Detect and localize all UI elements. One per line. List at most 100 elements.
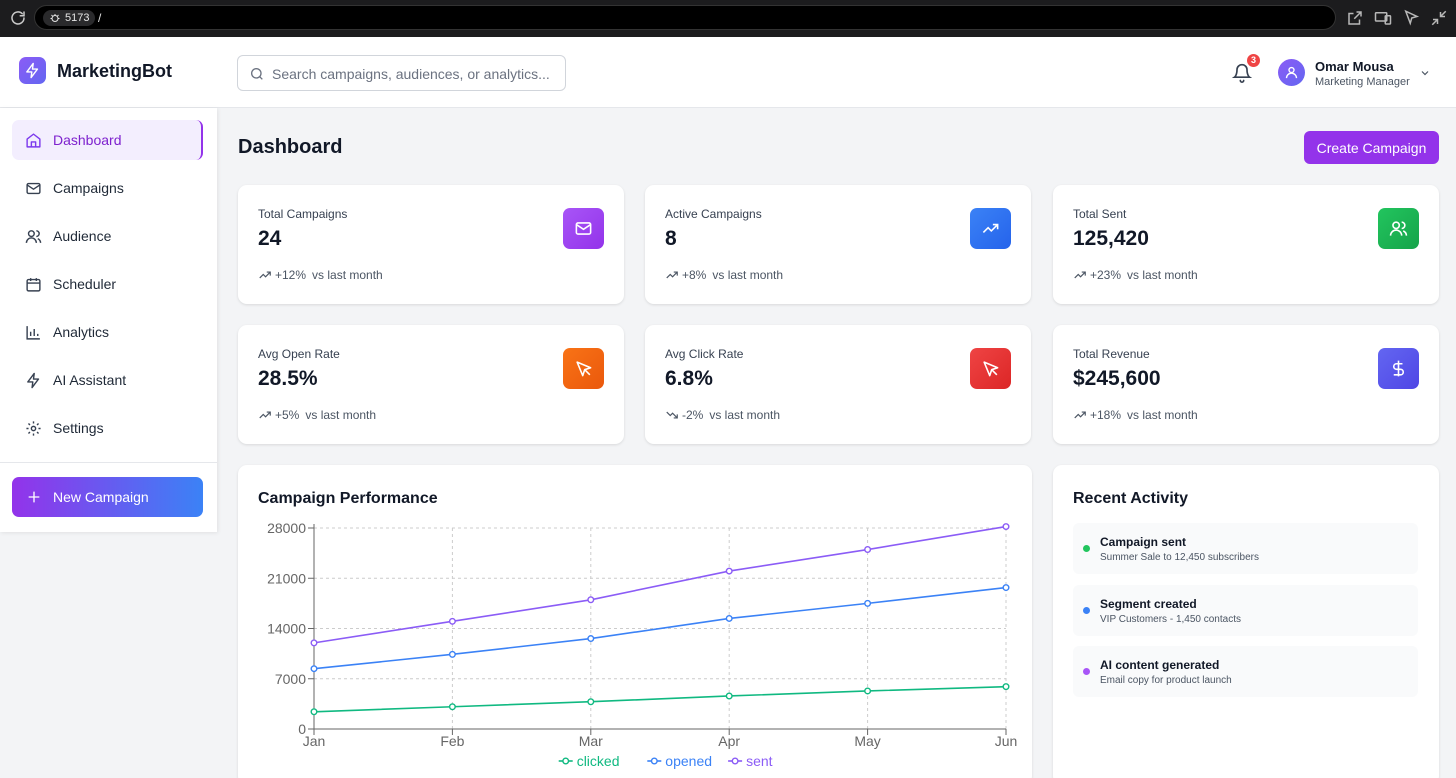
sidebar-item-audience[interactable]: Audience [12, 216, 203, 256]
stat-value: 125,420 [1073, 227, 1149, 250]
activity-title: Recent Activity [1073, 490, 1188, 507]
create-campaign-button[interactable]: Create Campaign [1304, 131, 1439, 164]
y-tick-label: 7000 [275, 671, 306, 687]
data-point-clicked [448, 703, 456, 711]
activity-dot [1083, 668, 1090, 675]
sidebar-item-label: Campaigns [53, 180, 124, 196]
x-tick-label: Feb [440, 733, 464, 749]
stat-icon-box [970, 208, 1011, 249]
stat-icon-box [1378, 208, 1419, 249]
data-point-opened [864, 599, 872, 607]
sidebar-item-ai-assistant[interactable]: AI Assistant [12, 360, 203, 400]
user-role: Marketing Manager [1315, 76, 1410, 88]
series-line-opened [313, 586, 1007, 670]
search-box[interactable] [237, 55, 566, 91]
x-tick-label: Apr [718, 733, 740, 749]
sidebar-item-settings[interactable]: Settings [12, 408, 203, 448]
stat-trend: +18% vs last month [1073, 408, 1198, 422]
stat-card-avg-open-rate: Avg Open Rate 28.5% +5% vs last month [238, 325, 624, 444]
search-input[interactable] [272, 64, 557, 84]
calendar-icon [26, 278, 41, 292]
data-point-sent [448, 617, 456, 625]
sidebar-item-dashboard[interactable]: Dashboard [12, 120, 203, 160]
stat-trend: +12% vs last month [258, 268, 383, 282]
stat-card-total-campaigns: Total Campaigns 24 +12% vs last month [238, 185, 624, 304]
stat-trend: +8% vs last month [665, 268, 783, 282]
activity-subtitle: Email copy for product launch [1100, 675, 1232, 686]
y-tick-label: 21000 [267, 570, 306, 586]
legend-marker-sent [731, 757, 739, 765]
campaign-performance-card: Campaign Performance 0 7000 14000 21000 2800… [238, 465, 1032, 778]
sidebar-item-label: Dashboard [53, 132, 122, 148]
stat-label: Avg Click Rate [665, 347, 744, 361]
open-external-icon[interactable] [1346, 9, 1364, 27]
trending-up-icon [259, 271, 271, 279]
zap-icon [26, 62, 39, 79]
new-campaign-label: New Campaign [53, 489, 149, 505]
port-chip: 5173 [43, 10, 96, 26]
x-tick-label: Mar [579, 733, 603, 749]
sidebar-item-campaigns[interactable]: Campaigns [12, 168, 203, 208]
data-point-clicked [1002, 683, 1010, 691]
stat-icon-box [970, 348, 1011, 389]
data-point-clicked [310, 708, 318, 716]
stat-value: 8 [665, 227, 677, 250]
trending-up-icon [666, 271, 678, 279]
activity-item[interactable]: Segment created VIP Customers - 1,450 co… [1073, 585, 1418, 636]
legend-label: opened [665, 753, 712, 769]
stat-card-avg-click-rate: Avg Click Rate 6.8% -2% vs last month [645, 325, 1031, 444]
top-header: MarketingBot 3 Omar Mousa Marketing Mana… [0, 37, 1456, 108]
reload-icon[interactable] [9, 9, 27, 27]
activity-item[interactable]: Campaign sent Summer Sale to 12,450 subs… [1073, 523, 1418, 574]
data-point-opened [587, 635, 595, 643]
data-point-clicked [864, 687, 872, 695]
stat-value: 28.5% [258, 367, 318, 390]
data-point-sent [310, 639, 318, 647]
stat-change: +12% [275, 268, 307, 282]
sidebar-item-scheduler[interactable]: Scheduler [12, 264, 203, 304]
bell-icon[interactable] [1232, 63, 1252, 83]
address-bar[interactable]: 5173 / [34, 5, 1336, 30]
user-name: Omar Mousa [1315, 59, 1394, 74]
plus-icon [28, 491, 40, 503]
data-point-opened [448, 650, 456, 658]
legend-marker-opened [650, 757, 658, 765]
activity-item[interactable]: AI content generated Email copy for prod… [1073, 646, 1418, 697]
stat-trend: +23% vs last month [1073, 268, 1198, 282]
stat-label: Total Sent [1073, 207, 1127, 221]
stat-label: Active Campaigns [665, 207, 762, 221]
sidebar-item-analytics[interactable]: Analytics [12, 312, 203, 352]
sidebar-item-label: Analytics [53, 324, 110, 340]
data-point-sent [864, 546, 872, 554]
x-tick-label: Jun [995, 733, 1018, 749]
y-tick-label: 28000 [267, 520, 306, 536]
stat-label: Avg Open Rate [258, 347, 340, 361]
legend-marker-clicked [562, 757, 570, 765]
x-tick-label: May [854, 733, 880, 749]
zap-icon [27, 372, 40, 389]
new-campaign-button[interactable]: New Campaign [12, 477, 203, 517]
cursor-icon [576, 361, 592, 377]
stat-suffix: vs last month [709, 408, 781, 422]
stat-card-total-sent: Total Sent 125,420 +23% vs last month [1053, 185, 1439, 304]
activity-dot [1083, 545, 1090, 552]
cursor-icon [983, 361, 999, 377]
dollar-icon [1393, 360, 1404, 377]
chevron-down-icon[interactable] [1419, 67, 1431, 79]
sidebar: Dashboard Campaigns Audience Scheduler A… [0, 108, 217, 532]
data-point-clicked [587, 698, 595, 706]
stat-suffix: vs last month [1127, 408, 1198, 422]
stat-card-total-revenue: Total Revenue $245,600 +18% vs last month [1053, 325, 1439, 444]
brand-name: MarketingBot [57, 61, 173, 81]
stat-label: Total Campaigns [258, 207, 348, 221]
minimize-icon[interactable] [1430, 9, 1448, 27]
users-icon [25, 230, 42, 243]
avatar[interactable] [1278, 59, 1305, 86]
sidebar-item-label: Scheduler [53, 276, 117, 292]
inspect-icon[interactable] [1402, 9, 1420, 27]
responsive-icon[interactable] [1374, 9, 1392, 27]
data-point-clicked [725, 692, 733, 700]
series-line-clicked [313, 685, 1007, 713]
logo [19, 57, 46, 84]
user-icon [1285, 66, 1298, 79]
